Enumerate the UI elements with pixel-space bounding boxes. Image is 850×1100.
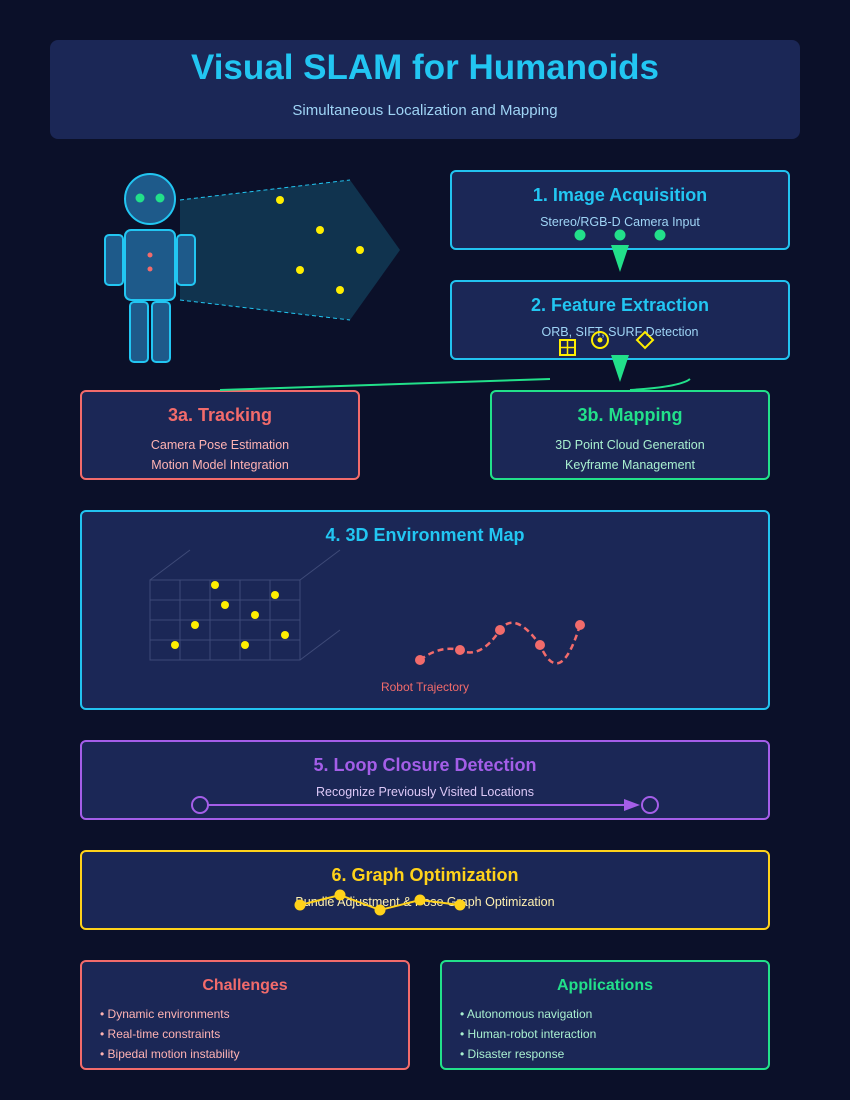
step-description: ORB, SIFT, SURF Detection (541, 325, 699, 339)
list-item: • Autonomous navigation (460, 1007, 593, 1021)
step-title: 5. Loop Closure Detection (313, 755, 537, 775)
challenges-list: • Dynamic environments • Real-time const… (100, 1004, 240, 1064)
robot-arm-right (176, 234, 196, 286)
challenges-title: Challenges (202, 977, 288, 994)
step-graph-optimization: 6. Graph Optimization Bundle Adjustment … (80, 850, 770, 930)
robot-leg-left (129, 301, 149, 363)
step-title: 4. 3D Environment Map (325, 525, 525, 545)
step-feature-extraction: 2. Feature Extraction ORB, SIFT, SURF De… (450, 280, 790, 360)
robot-arm-left (104, 234, 124, 286)
view-edge-bottom (179, 299, 351, 321)
feature-point (276, 196, 284, 204)
step-line-2: Motion Model Integration (151, 458, 289, 472)
step-tracking: 3a. Tracking Camera Pose Estimation Moti… (80, 390, 360, 480)
feature-point (316, 226, 324, 234)
robot-leg-right (151, 301, 171, 363)
list-item: • Disaster response (460, 1047, 565, 1061)
title-panel: Visual SLAM for Humanoids Simultaneous L… (50, 40, 800, 139)
list-item: • Dynamic environments (100, 1007, 230, 1021)
step-line-1: 3D Point Cloud Generation (555, 438, 705, 452)
step-loop-closure: 5. Loop Closure Detection Recognize Prev… (80, 740, 770, 820)
step-line-2: Keyframe Management (565, 458, 695, 472)
feature-point (336, 286, 344, 294)
robot-head (124, 173, 176, 225)
list-item: • Real-time constraints (100, 1027, 221, 1041)
applications-panel: Applications • Autonomous navigation • H… (440, 960, 770, 1070)
step-title: 2. Feature Extraction (530, 295, 710, 315)
robot-torso (124, 229, 176, 301)
applications-list: • Autonomous navigation • Human-robot in… (460, 1004, 596, 1064)
step-description: Recognize Previously Visited Locations (316, 785, 534, 799)
humanoid-illustration (104, 173, 400, 363)
page-title: Visual SLAM for Humanoids (190, 48, 660, 87)
step-title: 3b. Mapping (577, 405, 683, 425)
robot-eye-right (155, 193, 165, 203)
step-title: 3a. Tracking (167, 405, 273, 425)
trajectory-label: Robot Trajectory (380, 680, 470, 694)
robot-indicator (147, 266, 153, 272)
feature-point (296, 266, 304, 274)
page-subtitle: Simultaneous Localization and Mapping (292, 102, 558, 119)
connector-to-mapping (629, 378, 691, 391)
step-image-acquisition: 1. Image Acquisition Stereo/RGB-D Camera… (450, 170, 790, 250)
step-title: 1. Image Acquisition (532, 185, 708, 205)
list-item: • Human-robot interaction (460, 1027, 597, 1041)
step-description: Bundle Adjustment & Pose Graph Optimizat… (295, 895, 555, 909)
applications-title: Applications (556, 977, 653, 994)
step-description: Stereo/RGB-D Camera Input (540, 215, 700, 229)
robot-indicator (147, 252, 153, 258)
feature-point (356, 246, 364, 254)
step-mapping: 3b. Mapping 3D Point Cloud Generation Ke… (490, 390, 770, 480)
connector-to-tracking (219, 378, 551, 391)
view-edge-top (179, 179, 351, 201)
camera-view-cone (180, 180, 400, 320)
challenges-panel: Challenges • Dynamic environments • Real… (80, 960, 410, 1070)
list-item: • Bipedal motion instability (100, 1047, 240, 1061)
step-line-1: Camera Pose Estimation (150, 438, 290, 452)
step-environment-map: 4. 3D Environment Map Robot Trajectory (80, 510, 770, 710)
robot-eye-left (135, 193, 145, 203)
step-title: 6. Graph Optimization (331, 865, 519, 885)
